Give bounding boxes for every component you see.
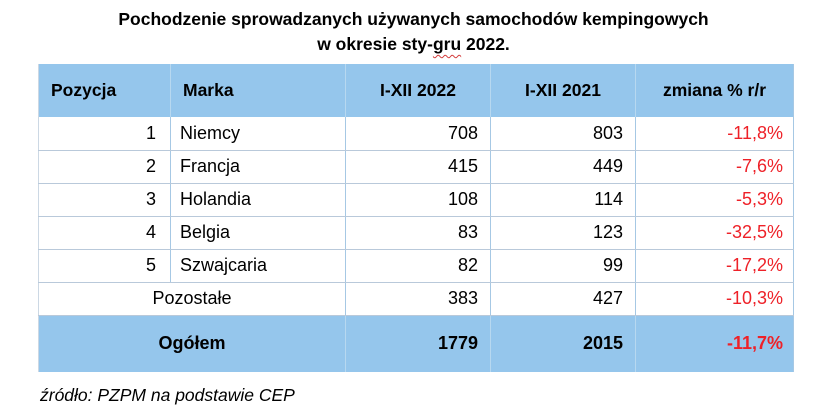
cell-2022: 82 — [345, 249, 491, 283]
header-2021: I-XII 2021 — [490, 64, 636, 117]
table-row: 2 Francja 415 449 -7,6% — [38, 150, 794, 184]
cell-total-label: Ogółem — [38, 315, 346, 372]
cell-change: -32,5% — [635, 216, 794, 250]
cell-change: -11,8% — [635, 117, 794, 151]
table-row: 5 Szwajcaria 82 99 -17,2% — [38, 249, 794, 283]
cell-2021: 114 — [490, 183, 636, 217]
table-row-total: Ogółem 1779 2015 -11,7% — [38, 315, 794, 372]
cell-2021: 427 — [490, 282, 636, 316]
cell-pozostale-label: Pozostałe — [38, 282, 346, 316]
cell-change: -7,6% — [635, 150, 794, 184]
cell-total-2022: 1779 — [345, 315, 491, 372]
header-marka: Marka — [170, 64, 346, 117]
table-row: 1 Niemcy 708 803 -11,8% — [38, 117, 794, 151]
title-line-2-after: 2022. — [461, 34, 510, 54]
cell-country: Szwajcaria — [170, 249, 346, 283]
cell-2021: 803 — [490, 117, 636, 151]
cell-2022: 415 — [345, 150, 491, 184]
cell-country: Niemcy — [170, 117, 346, 151]
title-spellcheck-word: gru — [432, 34, 462, 54]
title-line-1: Pochodzenie sprowadzanych używanych samo… — [118, 9, 709, 29]
cell-change: -17,2% — [635, 249, 794, 283]
cell-country: Belgia — [170, 216, 346, 250]
header-2022: I-XII 2022 — [345, 64, 491, 117]
cell-2021: 99 — [490, 249, 636, 283]
cell-position: 4 — [38, 216, 171, 250]
header-row: Pozycja Marka I-XII 2022 I-XII 2021 zmia… — [38, 64, 794, 117]
cell-2022: 108 — [345, 183, 491, 217]
cell-change: -5,3% — [635, 183, 794, 217]
cell-total-change: -11,7% — [635, 315, 794, 372]
table-row: 4 Belgia 83 123 -32,5% — [38, 216, 794, 250]
header-change: zmiana % r/r — [635, 64, 794, 117]
title-line-2: w okresie sty-gru 2022. — [0, 32, 827, 57]
cell-position: 2 — [38, 150, 171, 184]
cell-position: 3 — [38, 183, 171, 217]
cell-2021: 123 — [490, 216, 636, 250]
cell-2021: 449 — [490, 150, 636, 184]
cell-change: -10,3% — [635, 282, 794, 316]
source-caption: źródło: PZPM na podstawie CEP — [40, 385, 295, 405]
table-row-pozostale: Pozostałe 383 427 -10,3% — [38, 282, 794, 316]
origin-table: Pozycja Marka I-XII 2022 I-XII 2021 zmia… — [38, 64, 794, 372]
cell-total-2021: 2015 — [490, 315, 636, 372]
cell-2022: 708 — [345, 117, 491, 151]
table-row: 3 Holandia 108 114 -5,3% — [38, 183, 794, 217]
cell-position: 5 — [38, 249, 171, 283]
title-line-2-before: w okresie sty- — [317, 34, 433, 54]
cell-position: 1 — [38, 117, 171, 151]
cell-country: Francja — [170, 150, 346, 184]
cell-2022: 383 — [345, 282, 491, 316]
header-pozycja: Pozycja — [38, 64, 171, 117]
chart-title: Pochodzenie sprowadzanych używanych samo… — [0, 0, 827, 57]
cell-country: Holandia — [170, 183, 346, 217]
cell-2022: 83 — [345, 216, 491, 250]
